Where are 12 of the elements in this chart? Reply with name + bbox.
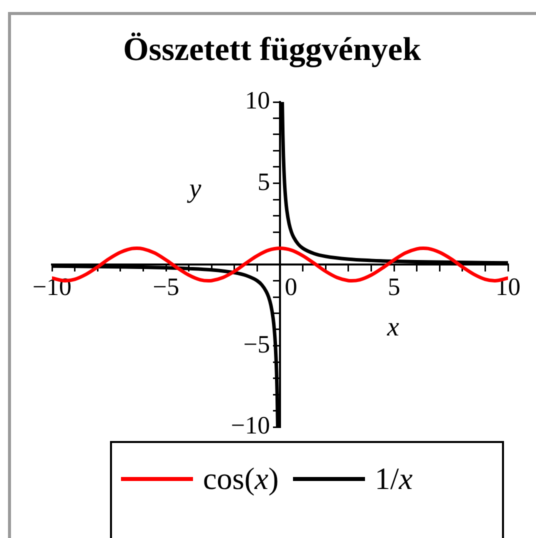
x-tick-label: 5 — [388, 274, 400, 302]
y-tick-label: 5 — [258, 168, 270, 196]
legend-label: 1/x — [374, 461, 413, 497]
y-axis-title: y — [186, 172, 202, 203]
x-tick-label: 0 — [284, 274, 298, 302]
y-tick-label: 10 — [245, 88, 270, 115]
x-axis-title: x — [386, 312, 400, 342]
legend-label: cos(x) — [203, 461, 279, 497]
chart-title: Összetett függvények — [122, 31, 422, 70]
y-tick-label: −5 — [243, 331, 270, 358]
x-tick-label: −5 — [152, 274, 180, 302]
y-tick-label: −10 — [230, 412, 270, 440]
